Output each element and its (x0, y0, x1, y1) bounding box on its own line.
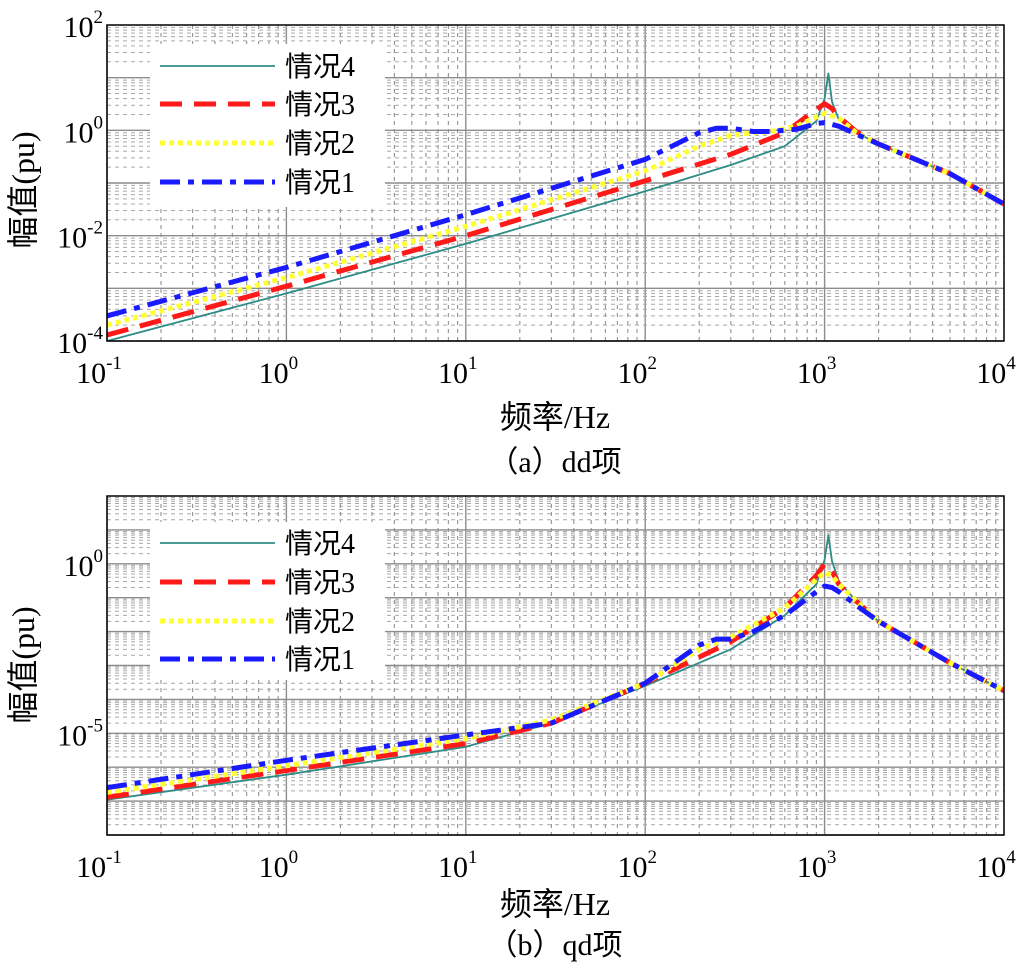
chart-b-legend-label-1: 情况4 (285, 528, 355, 560)
chart-a-x-tick-label: 104 (976, 353, 1016, 390)
chart-b-caption: （b）qd项 (488, 929, 623, 962)
chart-b-y-tick-label: 10-5 (57, 715, 103, 752)
chart-a-series-3-line (107, 110, 1004, 328)
chart-b-y-tick-labels: 10-5 100 (57, 546, 103, 753)
chart-b-x-tick-label: 10-1 (76, 847, 122, 884)
chart-a-x-tick-label: 101 (438, 353, 478, 390)
chart-a-y-tick-label: 102 (64, 7, 104, 44)
chart-a-x-tick-labels: 10-1 100 101 102 103 104 (76, 353, 1016, 390)
chart-b-x-tick-label: 101 (438, 847, 478, 884)
chart-b-ylabel: 幅值(pu) (5, 606, 41, 723)
chart-b-legend-label-2: 情况3 (285, 567, 355, 599)
chart-a-x-tick-label: 103 (797, 353, 837, 390)
chart-a-y-tick-label: 10-4 (57, 323, 103, 360)
chart-a-ylabel: 幅值(pu) (5, 131, 41, 248)
chart-b-legend-label-4: 情况1 (285, 644, 355, 676)
chart-a-xlabel: 频率/Hz (500, 399, 610, 435)
chart-b-legend-label-3: 情况2 (285, 606, 355, 638)
chart-b-x-tick-label: 103 (797, 847, 837, 884)
chart-a-x-tick-label: 100 (259, 353, 299, 390)
chart-a-legend-label-4: 情况1 (285, 167, 355, 199)
chart-b-xlabel: 频率/Hz (500, 886, 610, 922)
chart-b-x-tick-label: 100 (259, 847, 299, 884)
chart-b-x-tick-label: 102 (617, 847, 657, 884)
chart-b-series-4-line (107, 583, 1004, 791)
chart-a-x-tick-label: 10-1 (76, 353, 122, 390)
chart-a-series-4-line (107, 120, 1004, 319)
chart-b-x-tick-label: 104 (976, 847, 1016, 884)
chart-a-y-tick-label: 100 (64, 112, 104, 149)
chart-a-legend-label-3: 情况2 (285, 128, 355, 160)
chart-a-legend: 情况4 情况3 情况2 情况1 (150, 44, 385, 207)
chart-b-x-tick-labels: 10-1 100 101 102 103 104 (76, 847, 1016, 884)
chart-a-legend-label-1: 情况4 (285, 51, 355, 83)
chart-a-series (107, 72, 1004, 341)
chart-b-legend-box (150, 522, 385, 680)
chart-a: 情况4 情况3 情况2 情况1 10-1 100 101 102 103 104 10-4… (5, 7, 1016, 479)
chart-b-series-2-line (107, 561, 1004, 800)
chart-a-x-tick-label: 102 (617, 353, 657, 390)
chart-a-legend-label-2: 情况3 (285, 89, 355, 121)
chart-b: 情况4 情况3 情况2 情况1 10-1 100 101 102 103 104 10-5… (5, 495, 1016, 962)
chart-b-series (107, 534, 1004, 801)
chart-b-y-tick-label: 100 (64, 546, 104, 583)
chart-a-y-tick-label: 10-2 (57, 218, 103, 255)
chart-a-caption: （a）dd项 (488, 446, 621, 479)
chart-a-frame (106, 24, 1005, 342)
chart-b-frame (106, 495, 1005, 836)
chart-a-y-tick-labels: 10-4 10-2 100 102 (57, 7, 103, 360)
chart-b-legend: 情况4 情况3 情况2 情况1 (150, 522, 385, 680)
